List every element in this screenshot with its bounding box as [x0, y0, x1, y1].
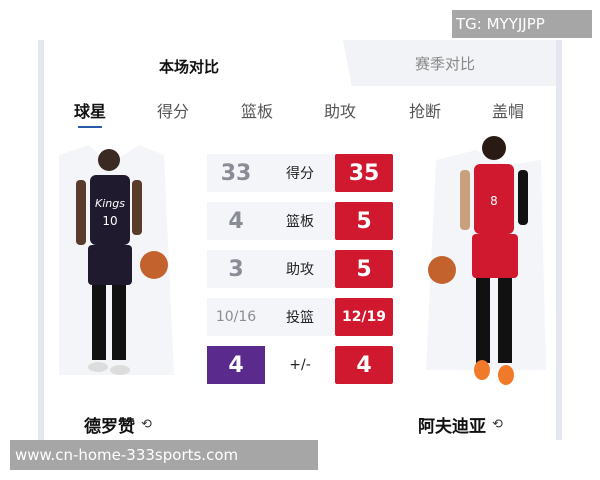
stat-row-assists: 3 助攻 5	[207, 250, 393, 288]
subtab-points[interactable]: 得分	[156, 102, 190, 121]
subtab-blocks[interactable]: 盖帽	[491, 102, 525, 121]
left-value: 4	[228, 208, 244, 234]
stat-label: +/-	[289, 357, 311, 373]
right-player-name[interactable]: 阿夫迪亚 ⟲	[418, 412, 503, 437]
right-value: 4	[335, 346, 393, 384]
swap-player-icon[interactable]: ⟲	[492, 417, 503, 432]
right-value: 35	[335, 154, 393, 192]
stat-label: 篮板	[286, 214, 314, 230]
left-value: 4	[207, 346, 265, 384]
right-player-name-text: 阿夫迪亚	[418, 417, 486, 437]
right-value: 5	[335, 250, 393, 288]
stat-category-tabs: 球星 得分 篮板 助攻 抢断 盖帽	[44, 98, 556, 128]
left-value: 33	[220, 160, 252, 186]
stat-row-plus-minus: 4 +/- 4	[207, 346, 393, 384]
swap-player-icon[interactable]: ⟲	[141, 417, 152, 432]
watermark-top: TG: MYYJJPP	[452, 10, 592, 38]
subtab-assists[interactable]: 助攻	[323, 102, 357, 121]
watermark-bottom: www.cn-home-333sports.com	[10, 440, 318, 470]
left-jersey-number: 10	[102, 214, 117, 228]
card-body: 本场对比 赛季对比 球星 得分 篮板 助攻 抢断 盖帽 Kings 10 8 3…	[44, 40, 556, 440]
tab-this-game[interactable]: 本场对比	[158, 57, 219, 76]
subtab-rebounds[interactable]: 篮板	[240, 102, 274, 121]
left-player-name-text: 德罗赞	[84, 417, 135, 437]
right-player-image: 8	[426, 136, 546, 385]
left-player-name[interactable]: 德罗赞 ⟲	[84, 412, 152, 437]
right-value: 12/19	[335, 298, 393, 336]
left-jersey-text: Kings	[95, 197, 125, 210]
stat-label: 投篮	[286, 310, 314, 326]
right-value: 5	[335, 202, 393, 240]
right-jersey-number: 8	[490, 194, 498, 208]
stat-row-shooting: 10/16 投篮 12/19	[207, 298, 393, 336]
comparison-card: 本场对比 赛季对比 球星 得分 篮板 助攻 抢断 盖帽 Kings 10 8 3…	[38, 40, 562, 440]
left-value: 3	[228, 256, 244, 282]
stat-label: 得分	[286, 166, 314, 182]
stat-row-rebounds: 4 篮板 5	[207, 202, 393, 240]
subtab-steals[interactable]: 抢断	[408, 102, 442, 121]
left-value: 10/16	[215, 309, 257, 325]
left-player-image: Kings 10	[59, 145, 174, 375]
tab-season[interactable]: 赛季对比	[342, 40, 556, 86]
subtab-stars[interactable]: 球星	[74, 98, 106, 128]
stat-row-points: 33 得分 35	[207, 154, 393, 192]
stat-label: 助攻	[286, 262, 314, 278]
